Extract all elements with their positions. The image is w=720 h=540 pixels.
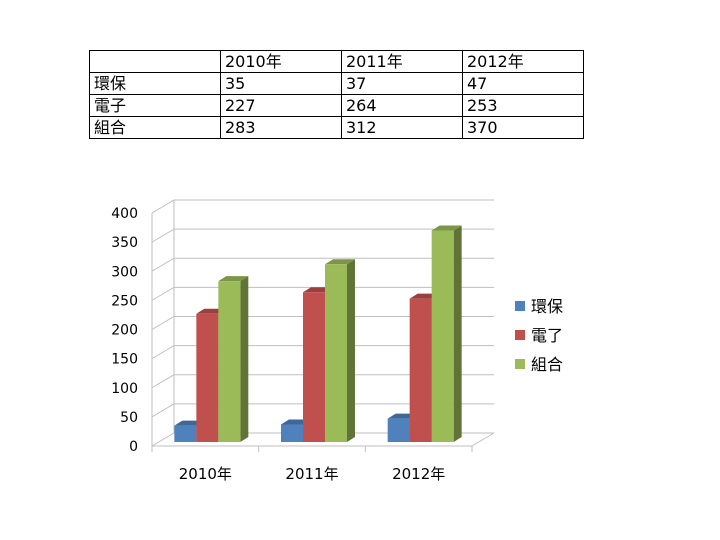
bar-side bbox=[347, 259, 355, 442]
y-tick-label: 150 bbox=[111, 352, 138, 368]
bar bbox=[325, 259, 355, 442]
legend-label: 環保 bbox=[531, 297, 563, 316]
bar bbox=[431, 225, 462, 442]
table-header-row: 2010年 2011年 2012年 bbox=[89, 50, 584, 73]
legend-label: 組合 bbox=[531, 355, 563, 374]
bar-front bbox=[409, 298, 432, 442]
bar-side bbox=[240, 276, 249, 442]
gridline bbox=[151, 199, 494, 214]
y-tick-label: 200 bbox=[111, 323, 138, 339]
y-tick-label: 250 bbox=[111, 293, 138, 309]
bars bbox=[174, 225, 462, 442]
bar-top bbox=[431, 225, 462, 231]
bar-side bbox=[453, 225, 462, 442]
table-cell: 370 bbox=[462, 116, 584, 139]
y-tick-label: 400 bbox=[111, 206, 138, 222]
bar-front bbox=[218, 281, 241, 442]
table-cell: 312 bbox=[341, 116, 463, 139]
bar-top bbox=[325, 259, 355, 265]
bar-front bbox=[387, 418, 410, 442]
table-header-cell: 2010年 bbox=[220, 50, 342, 73]
plot-area bbox=[151, 199, 495, 452]
bar-front bbox=[303, 292, 325, 442]
table-row: 環保 35 37 47 bbox=[89, 72, 584, 95]
legend-label: 電了 bbox=[531, 326, 563, 345]
table-cell: 35 bbox=[220, 72, 342, 95]
y-tick-label: 350 bbox=[111, 235, 138, 251]
y-tick-label: 50 bbox=[120, 410, 138, 426]
bar-front bbox=[431, 230, 454, 442]
x-tick-label: 2012年 bbox=[392, 465, 445, 483]
bar-front bbox=[174, 425, 197, 442]
bar-front bbox=[281, 424, 303, 442]
legend-swatch bbox=[515, 359, 525, 369]
x-tick-label: 2010年 bbox=[179, 465, 232, 483]
table-cell: 283 bbox=[220, 116, 342, 139]
table-row: 組合 283 312 370 bbox=[89, 116, 584, 139]
y-tick-label: 100 bbox=[111, 381, 138, 397]
y-tick-label: 300 bbox=[111, 264, 138, 280]
bar-front bbox=[196, 313, 219, 442]
y-tick-label: 0 bbox=[129, 439, 138, 455]
legend-swatch bbox=[515, 301, 525, 311]
data-table: 2010年 2011年 2012年 環保 35 37 47 電子 227 264… bbox=[89, 50, 584, 139]
bar bbox=[218, 276, 249, 442]
floor-side-edge bbox=[471, 432, 495, 447]
bar-top bbox=[218, 276, 249, 282]
row-label: 組合 bbox=[89, 116, 221, 139]
bar-front bbox=[325, 264, 347, 442]
legend-swatch bbox=[515, 330, 525, 340]
x-tick-label: 2011年 bbox=[285, 465, 338, 483]
table-cell: 47 bbox=[462, 72, 584, 95]
